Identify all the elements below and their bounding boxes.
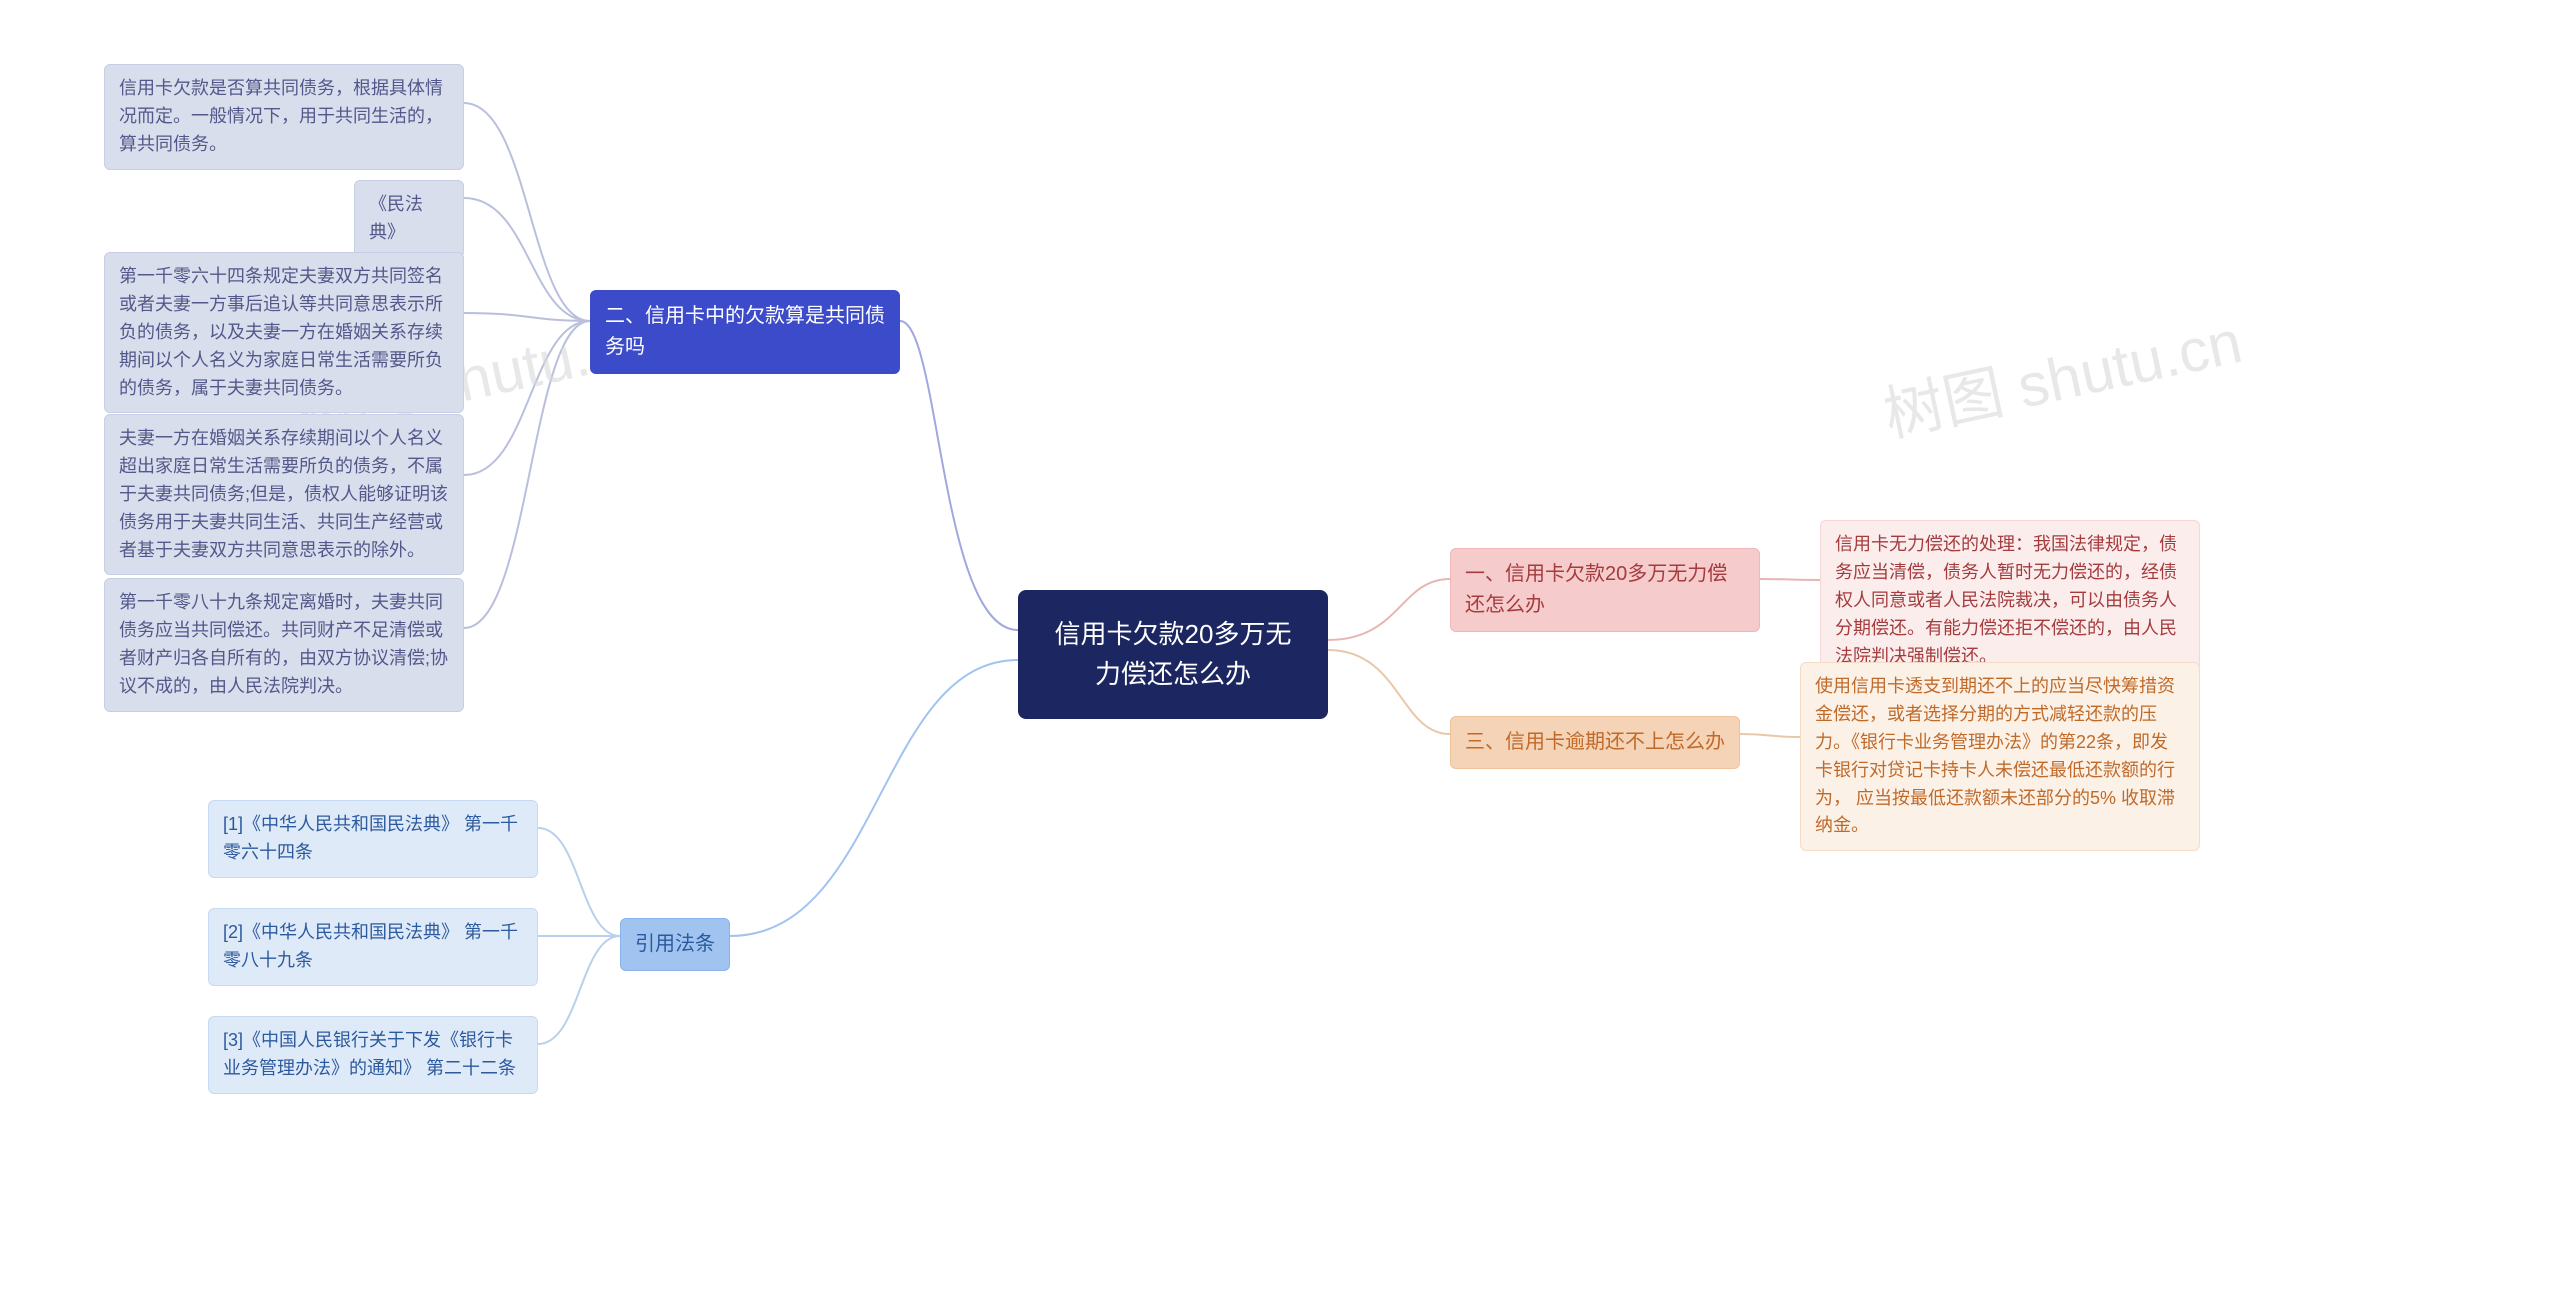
conn-b1-d: [1760, 579, 1820, 580]
root-node: 信用卡欠款20多万无力偿还怎么办: [1018, 590, 1328, 719]
watermark-2: 树图 shutu.cn: [1875, 293, 2249, 454]
conn-b2-c3: [464, 321, 590, 475]
branch-2-child-3: 夫妻一方在婚姻关系存续期间以个人名义超出家庭日常生活需要所负的债务，不属于夫妻共…: [104, 414, 464, 575]
ref-child-2: [3]《中国人民银行关于下发《银行卡业务管理办法》的通知》 第二十二条: [208, 1016, 538, 1094]
conn-root-b3: [1328, 650, 1450, 734]
conn-root-b1: [1328, 579, 1450, 640]
branch-2-title: 二、信用卡中的欠款算是共同债务吗: [590, 290, 900, 374]
branch-2-child-2: 第一千零六十四条规定夫妻双方共同签名或者夫妻一方事后追认等共同意思表示所负的债务…: [104, 252, 464, 413]
branch-3-detail: 使用信用卡透支到期还不上的应当尽快筹措资金偿还，或者选择分期的方式减轻还款的压力…: [1800, 662, 2200, 851]
conn-ref-c0: [538, 828, 620, 936]
conn-b2-c1: [464, 198, 590, 321]
ref-title: 引用法条: [620, 918, 730, 971]
conn-b2-c4: [464, 321, 590, 628]
conn-root-b2: [900, 321, 1018, 630]
branch-1-detail: 信用卡无力偿还的处理：我国法律规定，债务应当清偿，债务人暂时无力偿还的，经债权人…: [1820, 520, 2200, 681]
branch-2-child-1: 《民法典》: [354, 180, 464, 258]
branch-3-title: 三、信用卡逾期还不上怎么办: [1450, 716, 1740, 769]
conn-b3-d: [1740, 734, 1800, 737]
conn-ref-c2: [538, 936, 620, 1044]
branch-2-child-4: 第一千零八十九条规定离婚时，夫妻共同债务应当共同偿还。共同财产不足清偿或者财产归…: [104, 578, 464, 712]
branch-1-title: 一、信用卡欠款20多万无力偿还怎么办: [1450, 548, 1760, 632]
conn-b2-c0: [464, 103, 590, 321]
conn-root-ref: [730, 660, 1018, 936]
ref-child-1: [2]《中华人民共和国民法典》 第一千零八十九条: [208, 908, 538, 986]
ref-child-0: [1]《中华人民共和国民法典》 第一千零六十四条: [208, 800, 538, 878]
branch-2-child-0: 信用卡欠款是否算共同债务，根据具体情况而定。一般情况下，用于共同生活的，算共同债…: [104, 64, 464, 170]
conn-b2-c2: [464, 313, 590, 321]
